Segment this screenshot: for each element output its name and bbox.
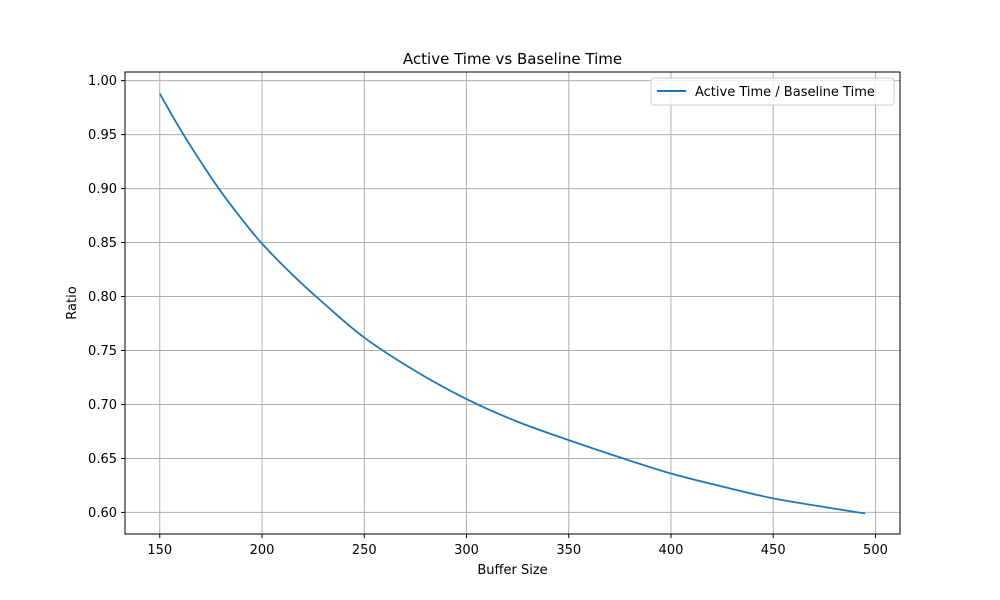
x-tick-label: 200 [250,543,275,558]
y-tick-label: 0.60 [88,506,117,521]
ticks: 150 200 250 300 350 400 450 500 0.60 0.65 0.70 0.75… [88,74,888,558]
x-tick-label: 300 [454,543,479,558]
y-tick-label: 0.75 [88,344,117,359]
legend: Active Time / Baseline Time [650,77,895,106]
x-tick-label: 250 [352,543,377,558]
plot-frame [124,71,901,535]
x-tick-label: 450 [761,543,786,558]
grid [125,72,900,534]
legend-box [650,77,895,106]
legend-label: Active Time / Baseline Time [695,85,875,100]
x-tick-label: 350 [556,543,581,558]
x-tick-label: 400 [659,543,684,558]
series-layer [158,93,866,515]
y-tick-label: 0.85 [88,236,117,251]
x-axis-title: Buffer Size [477,563,547,578]
y-tick-label: 0.70 [88,398,117,413]
x-tick-label: 150 [147,543,172,558]
y-tick-label: 1.00 [88,74,117,89]
y-tick-label: 0.80 [88,290,117,305]
series-line-0 [158,93,866,515]
x-tick-label: 500 [863,543,888,558]
y-tick-label: 0.95 [88,128,117,143]
y-tick-label: 0.65 [88,452,117,467]
chart-title: Active Time vs Baseline Time [403,50,622,68]
y-axis-title: Ratio [65,286,80,319]
y-tick-label: 0.90 [88,182,117,197]
